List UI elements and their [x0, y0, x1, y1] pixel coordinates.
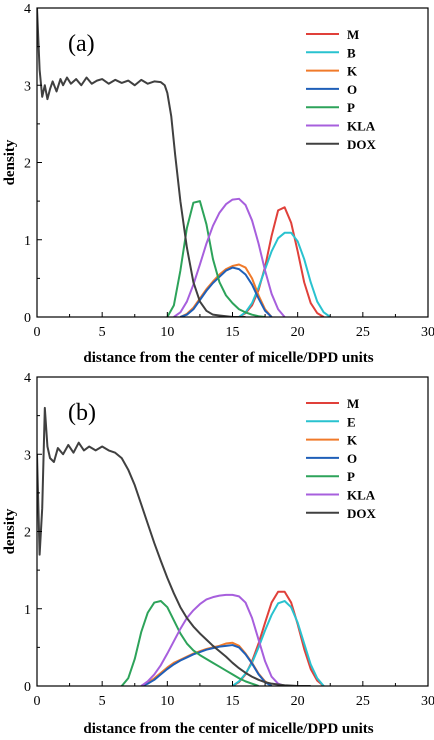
- y-tick-label: 0: [24, 680, 31, 695]
- x-axis-label: distance from the center of micelle/DPD …: [83, 721, 373, 737]
- y-tick-label: 2: [24, 157, 31, 172]
- legend-label-e: E: [347, 414, 356, 429]
- legend-label-kla: KLA: [347, 119, 376, 134]
- series-line-b: [238, 231, 331, 317]
- legend-label-b: B: [347, 45, 356, 60]
- series-group: [37, 8, 331, 317]
- legend-label-p: P: [347, 469, 355, 484]
- series-line-e: [231, 600, 325, 686]
- y-tick-label: 2: [24, 526, 31, 541]
- series-line-o: [140, 644, 273, 686]
- legend-label-m: M: [347, 396, 359, 411]
- x-tick-label: 25: [356, 325, 370, 340]
- y-axis-label: density: [2, 508, 18, 554]
- panel-label: (a): [68, 31, 95, 57]
- legend-label-m: M: [347, 27, 359, 42]
- x-tick-label: 0: [34, 325, 41, 340]
- x-axis-label: distance from the center of micelle/DPD …: [83, 350, 373, 366]
- series-line-kla: [140, 593, 285, 686]
- legend-label-dox: DOX: [347, 137, 377, 152]
- series-line-p: [166, 200, 266, 317]
- series-line-m: [238, 206, 325, 317]
- y-tick-label: 3: [24, 79, 31, 94]
- panel-b: 0 5 10 15 20 25 30 0 1 2 3 4 distance from the cente…: [2, 371, 434, 737]
- y-tick-label: 3: [24, 448, 31, 463]
- panel-label: (b): [68, 400, 96, 426]
- series-line-dox: [37, 406, 311, 686]
- series-line-kla: [173, 197, 286, 317]
- series-line-p: [120, 600, 259, 686]
- x-tick-label: 25: [356, 694, 370, 709]
- y-tick-label: 1: [24, 603, 31, 618]
- x-tick-label: 10: [160, 694, 174, 709]
- legend-label-p: P: [347, 100, 355, 115]
- x-tick-label: 30: [421, 325, 434, 340]
- series-group: [37, 406, 325, 686]
- series-line-o: [180, 266, 273, 317]
- series-line-dox: [37, 8, 246, 317]
- legend-label-k: K: [347, 64, 358, 79]
- x-tick-label: 5: [99, 325, 106, 340]
- legend-label-kla: KLA: [347, 488, 376, 503]
- plot-frame: [36, 7, 429, 318]
- x-tick-label: 10: [160, 325, 174, 340]
- x-tick-label: 15: [226, 694, 240, 709]
- legend-label-k: K: [347, 433, 358, 448]
- legend-label-o: O: [347, 451, 357, 466]
- y-axis-label: density: [2, 139, 18, 185]
- x-tick-label: 0: [34, 694, 41, 709]
- y-tick-label: 1: [24, 234, 31, 249]
- x-tick-label: 30: [421, 694, 434, 709]
- panel-a: 0 5 10 15 20 25 30 0 1 2 3 4 distance from the cente…: [2, 2, 434, 366]
- x-tick-label: 20: [291, 694, 305, 709]
- x-tick-label: 5: [99, 694, 106, 709]
- x-tick-label: 20: [291, 325, 305, 340]
- y-tick-label: 0: [24, 311, 31, 326]
- y-tick-label: 4: [24, 371, 31, 386]
- legend-label-o: O: [347, 82, 357, 97]
- x-tick-label: 15: [226, 325, 240, 340]
- legend-label-dox: DOX: [347, 506, 377, 521]
- y-tick-label: 4: [24, 2, 31, 17]
